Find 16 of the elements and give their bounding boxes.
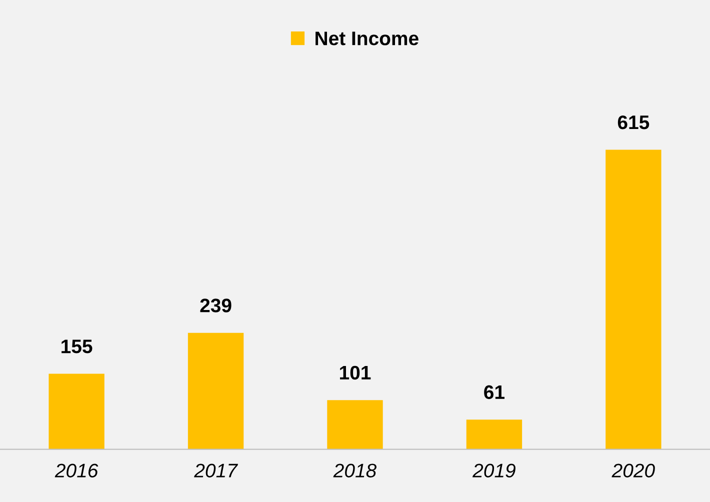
data-label: 155 (62, 340, 92, 354)
x-tick-label: 2020 (612, 464, 655, 478)
legend-label: Net Income (316, 32, 418, 46)
data-label: 101 (340, 366, 371, 380)
data-label: 61 (484, 385, 504, 400)
x-tick-label: 2018 (333, 464, 377, 478)
bar (606, 150, 662, 450)
bar (327, 400, 383, 450)
data-label: 239 (200, 298, 232, 312)
data-label: 615 (618, 115, 650, 130)
bar (188, 332, 244, 450)
x-tick-label: 2016 (54, 464, 98, 478)
x-tick-label: 2019 (472, 464, 516, 478)
bar (466, 420, 522, 450)
x-tick-label: 2017 (194, 464, 238, 478)
bar (48, 374, 104, 450)
